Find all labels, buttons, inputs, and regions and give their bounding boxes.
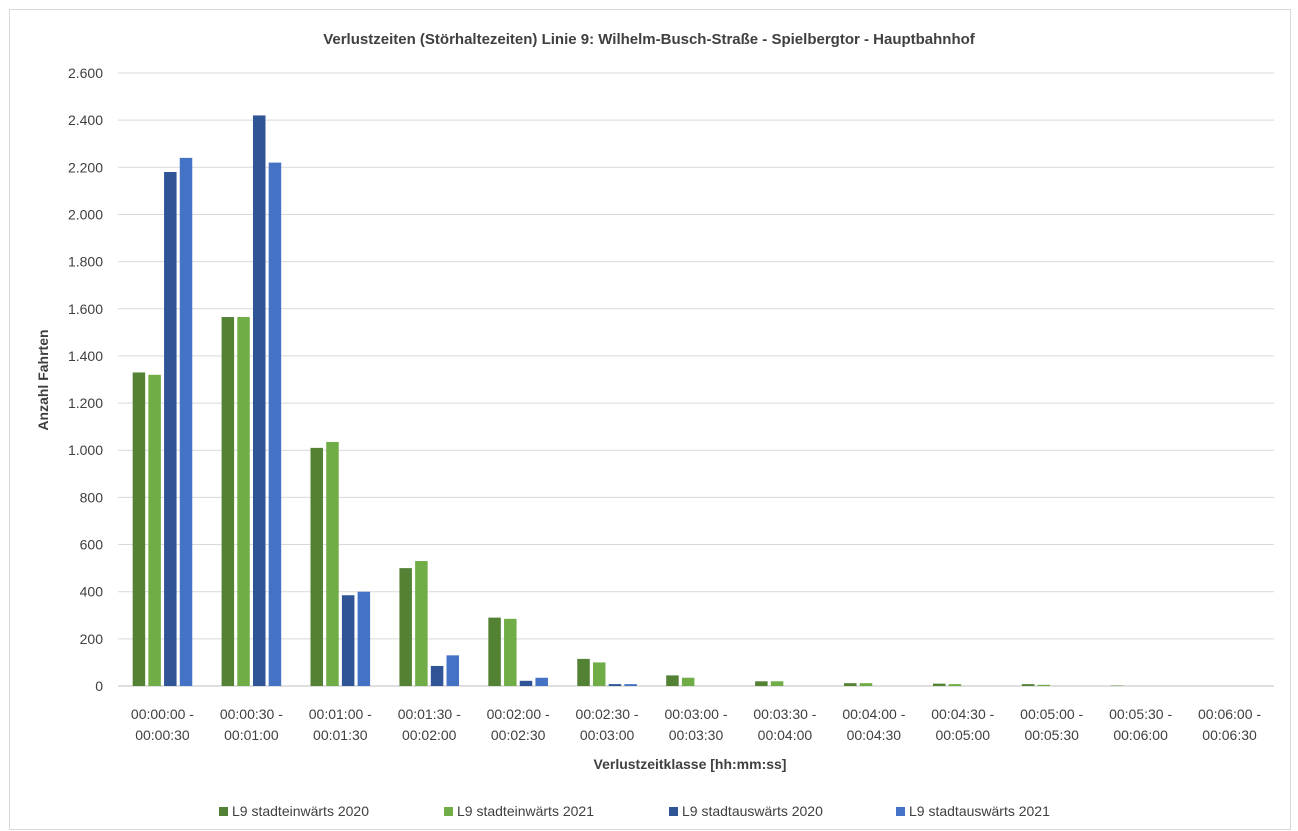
x-tick-label: 00:02:30 -00:03:00 xyxy=(576,706,639,743)
x-tick-label: 00:05:00 -00:05:30 xyxy=(1020,706,1083,743)
legend-swatch xyxy=(219,807,228,816)
y-tick-label: 1.600 xyxy=(68,301,103,317)
bar xyxy=(399,568,412,686)
bar xyxy=(666,675,679,686)
bar xyxy=(237,317,250,686)
y-tick-label: 400 xyxy=(80,584,104,600)
gridlines xyxy=(118,72,1274,687)
x-tick-label: 00:00:30 -00:01:00 xyxy=(220,706,283,743)
y-tick-label: 2.600 xyxy=(68,65,103,81)
bar xyxy=(310,447,324,686)
y-tick-label: 2.400 xyxy=(68,112,103,128)
bar xyxy=(577,658,590,686)
bar xyxy=(948,684,962,686)
bar xyxy=(268,162,282,687)
y-tick-label: 200 xyxy=(80,631,104,647)
bar xyxy=(1021,684,1035,686)
bar xyxy=(164,172,177,686)
bar xyxy=(357,591,371,686)
bar xyxy=(535,677,548,686)
bar xyxy=(770,681,784,686)
legend-swatch xyxy=(896,807,905,816)
bar xyxy=(179,157,193,686)
x-tick-label: 00:01:00 -00:01:30 xyxy=(309,706,372,743)
bar xyxy=(504,618,517,686)
bar xyxy=(430,665,444,686)
bar xyxy=(252,115,266,686)
bar xyxy=(326,441,339,686)
y-tick-label: 2.200 xyxy=(68,159,103,175)
legend-label: L9 stadtauswärts 2021 xyxy=(909,803,1050,819)
x-tick-label: 00:01:30 -00:02:00 xyxy=(398,706,461,743)
x-tick-label: 00:04:30 -00:05:00 xyxy=(931,706,994,743)
bar xyxy=(859,683,873,686)
legend-label: L9 stadtauswärts 2020 xyxy=(682,803,823,819)
y-tick-label: 2.000 xyxy=(68,206,103,222)
x-axis-ticks: 00:00:00 -00:00:30 00:00:30 -00:01:00 00:0… xyxy=(131,706,1261,743)
x-tick-label: 00:02:00 -00:02:30 xyxy=(487,706,550,743)
bar xyxy=(519,680,533,686)
y-axis-label: Anzahl Fahrten xyxy=(35,329,51,430)
x-tick-label: 00:05:30 -00:06:00 xyxy=(1109,706,1172,743)
bar xyxy=(1037,684,1051,686)
y-tick-label: 0 xyxy=(95,678,103,694)
x-tick-label: 00:00:00 -00:00:30 xyxy=(131,706,194,743)
x-tick-label: 00:03:00 -00:03:30 xyxy=(664,706,727,743)
legend-swatch xyxy=(669,807,678,816)
bar xyxy=(624,684,637,686)
bar xyxy=(132,372,146,686)
legend-label: L9 stadteinwärts 2021 xyxy=(457,803,594,819)
y-tick-label: 1.400 xyxy=(68,348,103,364)
y-axis-ticks: 0 200 400 600 800 1.000 1.200 1.400 1.600 1.800 2.… xyxy=(68,65,103,694)
y-tick-label: 1.200 xyxy=(68,395,103,411)
bar xyxy=(755,681,768,686)
bars xyxy=(132,115,1124,687)
x-axis-label: Verlustzeitklasse [hh:mm:ss] xyxy=(594,756,787,772)
legend: L9 stadteinwärts 2020 L9 stadteinwärts 20… xyxy=(219,803,1050,819)
y-tick-label: 1.800 xyxy=(68,254,103,270)
bar xyxy=(592,662,606,686)
x-tick-label: 00:06:00 -00:06:30 xyxy=(1198,706,1261,743)
chart-title: Verlustzeiten (Störhaltezeiten) Linie 9:… xyxy=(323,31,976,48)
bar xyxy=(415,561,428,686)
bar xyxy=(844,683,857,686)
bar xyxy=(488,617,501,686)
bar xyxy=(341,595,355,686)
legend-label: L9 stadteinwärts 2020 xyxy=(232,803,369,819)
legend-swatch xyxy=(444,807,453,816)
bar xyxy=(932,683,946,686)
bar xyxy=(446,655,460,686)
y-tick-label: 600 xyxy=(80,537,104,553)
y-tick-label: 1.000 xyxy=(68,442,103,458)
x-tick-label: 00:04:00 -00:04:30 xyxy=(842,706,905,743)
bar xyxy=(608,684,622,686)
bar xyxy=(148,374,161,686)
x-tick-label: 00:03:30 -00:04:00 xyxy=(753,706,816,743)
bar xyxy=(221,317,235,686)
y-tick-label: 800 xyxy=(80,489,104,505)
bar xyxy=(681,677,695,686)
